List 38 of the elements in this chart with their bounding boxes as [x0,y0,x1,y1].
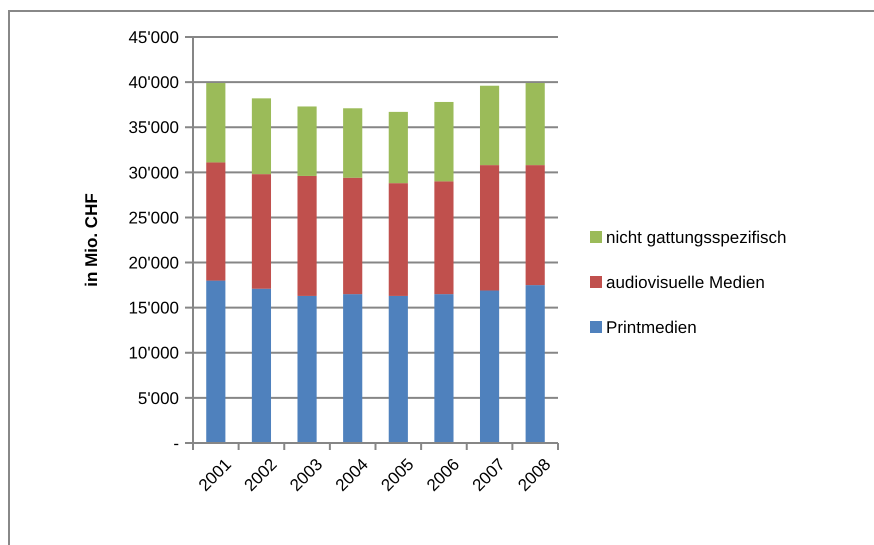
y-tick-label: 5'000 [138,388,179,408]
bar [206,83,226,162]
bar [343,108,362,178]
bar [526,165,545,286]
bar [252,98,272,174]
bar [343,294,362,443]
bar [388,183,408,296]
bar [526,83,545,166]
bar [252,174,272,289]
y-tick-label: 45'000 [128,28,179,47]
bar [206,162,226,281]
bar [434,294,454,443]
y-tick-label: 35'000 [128,118,179,138]
bar [434,102,454,182]
y-tick-label: - [173,434,179,453]
y-tick-label: 40'000 [128,73,179,92]
legend-label: nicht gattungsspezifisch [606,228,786,247]
y-tick-label: 20'000 [128,254,179,273]
bar [480,165,500,291]
bar [388,112,408,184]
y-tick-label: 10'000 [128,344,179,363]
bar [434,181,454,294]
bar [388,296,408,443]
y-tick-label: 30'000 [128,163,179,182]
y-tick-label: 25'000 [128,208,179,228]
bar [526,285,545,443]
legend-label: audiovisuelle Medien [606,272,765,292]
y-tick-label: 15'000 [128,298,179,318]
bar [297,176,317,296]
bar [252,288,272,443]
bar [297,296,317,443]
legend-label: Printmedien [606,318,697,337]
bar [297,106,317,176]
y-axis-title: in Mio. CHF [82,193,101,287]
bar [343,178,362,294]
bar [480,86,500,166]
bar [480,290,500,443]
bar [206,280,226,443]
